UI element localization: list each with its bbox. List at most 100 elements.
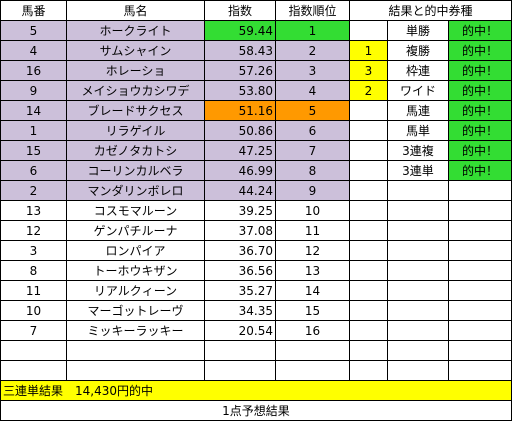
- table-row: 1 リラゲイル 50.86 6 馬単 的中！: [0, 120, 512, 141]
- results-table: 馬番 馬名 指数 指数順位 結果と的中券種 5 ホークライト 59.44 1 単…: [0, 0, 512, 421]
- horse-rank: 8: [275, 160, 350, 181]
- empty-cell: [448, 240, 512, 261]
- horse-number: 8: [0, 260, 67, 281]
- empty-cell: [66, 340, 205, 361]
- result-place: [349, 120, 388, 141]
- horse-name: カゼノタカトシ: [66, 140, 205, 161]
- result-place: [349, 100, 388, 121]
- horse-number: 9: [0, 80, 67, 101]
- table-row: 6 コーリンカルベラ 46.99 8 3連単 的中！: [0, 160, 512, 181]
- empty-cell: [448, 220, 512, 241]
- empty-cell: [349, 280, 388, 301]
- horse-number: 15: [0, 140, 67, 161]
- horse-index: 36.56: [204, 260, 276, 281]
- horse-number: 2: [0, 180, 67, 201]
- horse-index: 50.86: [204, 120, 276, 141]
- table-row: 16 ホレーショ 57.26 3 3 枠連 的中！: [0, 60, 512, 81]
- horse-name: マンダリンボレロ: [66, 180, 205, 201]
- empty-cell: [387, 180, 449, 201]
- horse-name: リアルクィーン: [66, 280, 205, 301]
- ticket-type: 馬単: [387, 120, 449, 141]
- empty-cell: [0, 360, 67, 381]
- horse-name: ホレーショ: [66, 60, 205, 81]
- horse-index: 37.08: [204, 220, 276, 241]
- horse-index: 53.80: [204, 80, 276, 101]
- footer-caption: 1点予想結果: [0, 400, 512, 421]
- horse-number: 12: [0, 220, 67, 241]
- empty-cell: [387, 260, 449, 281]
- summary-row: 三連単結果 14,430円的中: [0, 380, 512, 401]
- empty-cell: [387, 240, 449, 261]
- ticket-type: 単勝: [387, 20, 449, 41]
- table-row: 2 マンダリンボレロ 44.24 9: [0, 180, 512, 201]
- hit-badge: 的中！: [448, 160, 512, 181]
- hit-badge: 的中！: [448, 20, 512, 41]
- horse-name: ホークライト: [66, 20, 205, 41]
- horse-number: 1: [0, 120, 67, 141]
- result-place: 1: [349, 40, 388, 61]
- hit-badge: 的中！: [448, 60, 512, 81]
- empty-cell: [349, 180, 388, 201]
- table-row: 10 マーゴットレーヴ 34.35 15: [0, 300, 512, 321]
- footer-row: 1点予想結果: [0, 400, 512, 421]
- empty-cell: [448, 280, 512, 301]
- horse-rank: 16: [275, 320, 350, 341]
- header-number: 馬番: [0, 0, 67, 21]
- horse-number: 10: [0, 300, 67, 321]
- ticket-type: 複勝: [387, 40, 449, 61]
- empty-cell: [387, 360, 449, 381]
- blank-row: [0, 340, 512, 361]
- empty-cell: [387, 220, 449, 241]
- empty-cell: [387, 340, 449, 361]
- table-row: 12 ゲンパチルーナ 37.08 11: [0, 220, 512, 241]
- hit-badge: 的中！: [448, 140, 512, 161]
- empty-cell: [448, 180, 512, 201]
- horse-number: 6: [0, 160, 67, 181]
- empty-cell: [387, 200, 449, 221]
- horse-name: マーゴットレーヴ: [66, 300, 205, 321]
- hit-badge: 的中！: [448, 40, 512, 61]
- horse-index: 51.16: [204, 100, 276, 121]
- horse-rank: 5: [275, 100, 350, 121]
- empty-cell: [448, 340, 512, 361]
- horse-index: 34.35: [204, 300, 276, 321]
- table-row: 13 コスモマルーン 39.25 10: [0, 200, 512, 221]
- result-place: [349, 160, 388, 181]
- empty-cell: [275, 360, 350, 381]
- horse-rank: 14: [275, 280, 350, 301]
- horse-rank: 11: [275, 220, 350, 241]
- horse-rank: 6: [275, 120, 350, 141]
- table-row: 7 ミッキーラッキー 20.54 16: [0, 320, 512, 341]
- horse-rank: 15: [275, 300, 350, 321]
- empty-cell: [349, 320, 388, 341]
- blank-row: [0, 360, 512, 381]
- header-rank: 指数順位: [275, 0, 350, 21]
- horse-index: 47.25: [204, 140, 276, 161]
- horse-index: 36.70: [204, 240, 276, 261]
- hit-badge: 的中！: [448, 80, 512, 101]
- horse-rank: 4: [275, 80, 350, 101]
- table-row: 4 サムシャイン 58.43 2 1 複勝 的中！: [0, 40, 512, 61]
- table-row: 5 ホークライト 59.44 1 単勝 的中！: [0, 20, 512, 41]
- horse-number: 7: [0, 320, 67, 341]
- horse-name: コーリンカルベラ: [66, 160, 205, 181]
- table-row: 8 トーホウキザン 36.56 13: [0, 260, 512, 281]
- header-result-type: 結果と的中券種: [349, 0, 512, 21]
- result-place: [349, 140, 388, 161]
- table-row: 15 カゼノタカトシ 47.25 7 3連複 的中！: [0, 140, 512, 161]
- empty-cell: [349, 220, 388, 241]
- empty-cell: [0, 340, 67, 361]
- trifecta-result-summary: 三連単結果 14,430円的中: [0, 380, 512, 401]
- empty-cell: [387, 320, 449, 341]
- horse-name: ブレードサクセス: [66, 100, 205, 121]
- ticket-type: 枠連: [387, 60, 449, 81]
- empty-cell: [349, 300, 388, 321]
- result-place: 2: [349, 80, 388, 101]
- horse-name: ゲンパチルーナ: [66, 220, 205, 241]
- table-row: 9 メイショウカシワデ 53.80 4 2 ワイド 的中！: [0, 80, 512, 101]
- ticket-type: 馬連: [387, 100, 449, 121]
- horse-index: 20.54: [204, 320, 276, 341]
- horse-name: リラゲイル: [66, 120, 205, 141]
- horse-index: 58.43: [204, 40, 276, 61]
- empty-cell: [204, 340, 276, 361]
